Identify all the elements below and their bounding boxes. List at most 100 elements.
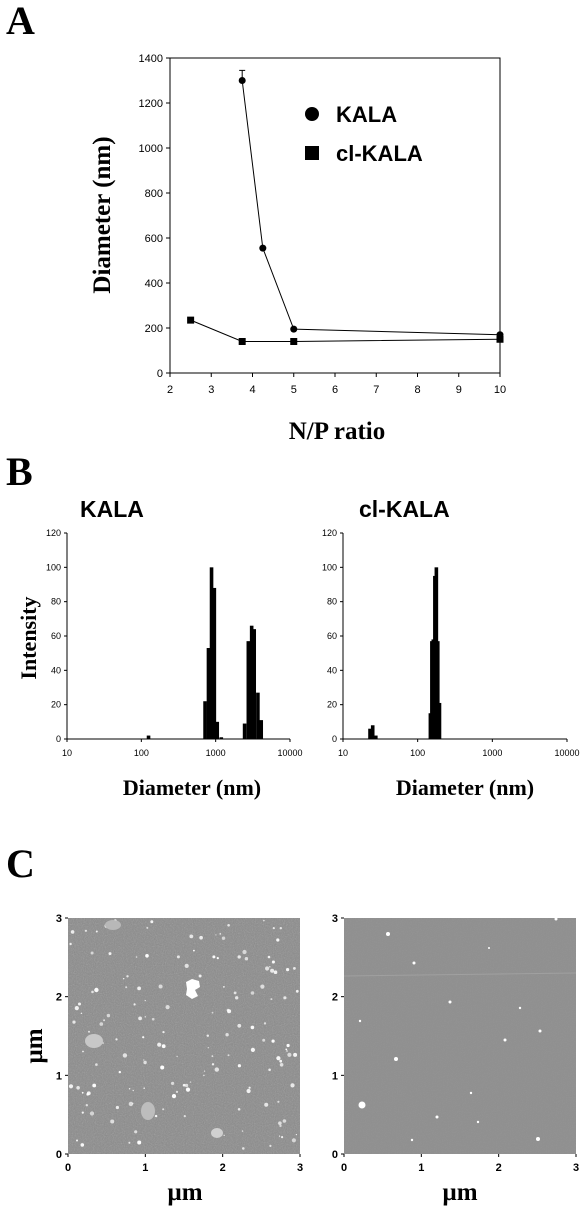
x-tick-label: 100 xyxy=(410,748,425,758)
y-tick-label: 3 xyxy=(332,913,338,925)
histogram-bar xyxy=(370,725,375,739)
afm-particle xyxy=(122,1053,128,1058)
afm-particle xyxy=(128,1101,134,1107)
legend-marker-kala xyxy=(305,107,319,121)
data-point xyxy=(290,338,298,345)
afm-particle xyxy=(235,996,239,1000)
y-tick-label: 3 xyxy=(56,913,62,925)
afm-particle xyxy=(144,1016,147,1018)
afm-particle xyxy=(80,1012,83,1014)
afm-particle xyxy=(219,933,222,935)
afm-particle xyxy=(86,1093,89,1096)
x-axis-title: Diameter (nm) xyxy=(123,775,261,800)
afm-particle xyxy=(175,1090,179,1093)
afm-particle xyxy=(144,999,146,1002)
afm-particle xyxy=(269,1144,272,1147)
afm-particle xyxy=(199,935,203,940)
legend: KALA cl-KALA xyxy=(305,102,423,166)
y-tick-label: 120 xyxy=(322,528,337,538)
afm-particle xyxy=(165,1005,170,1010)
afm-particle xyxy=(162,1031,165,1034)
afm-particle xyxy=(226,1008,230,1012)
afm-particle xyxy=(211,1011,214,1014)
histogram-bar xyxy=(252,629,257,739)
afm-particle xyxy=(94,987,99,993)
afm-particle xyxy=(68,1084,74,1089)
afm-particle xyxy=(184,963,189,969)
afm-particle xyxy=(123,978,125,980)
afm-particle xyxy=(211,1063,215,1066)
y-axis-title: Intensity xyxy=(16,596,41,679)
afm-particle xyxy=(221,936,226,940)
y-tick-label: 400 xyxy=(145,278,163,290)
y-axis-ticks: 0 200 400 600 800 1000 1200 1400 xyxy=(139,53,170,380)
y-axis-ticks: 0 20 40 60 80 100 120 xyxy=(46,528,67,744)
afm-particle xyxy=(151,1017,155,1021)
x-axis-ticks: 10 100 1000 10000 xyxy=(62,739,303,758)
afm-particle xyxy=(283,996,287,1000)
afm-particle xyxy=(70,930,75,934)
afm-particle xyxy=(76,1086,80,1090)
afm-particle xyxy=(242,1147,245,1150)
afm-particle xyxy=(146,926,149,929)
afm-particle xyxy=(132,1089,134,1092)
x-tick-label: 10 xyxy=(62,748,72,758)
afm-particle xyxy=(142,1036,145,1039)
histogram-bar xyxy=(215,721,220,739)
afm-particle xyxy=(132,1102,134,1104)
histogram-bar xyxy=(374,735,378,739)
y-tick-label: 100 xyxy=(322,562,337,572)
histogram-title: cl-KALA xyxy=(359,496,450,522)
afm-particle xyxy=(263,919,265,922)
legend-label-kala: KALA xyxy=(336,102,397,127)
afm-particle xyxy=(286,968,290,972)
afm-particle xyxy=(237,1023,242,1028)
panel-label-b: B xyxy=(6,449,33,494)
y-tick-label: 2 xyxy=(56,992,62,1004)
afm-particle xyxy=(118,1070,122,1074)
afm-particle xyxy=(295,1134,297,1136)
afm-particle xyxy=(110,1119,115,1124)
afm-particle xyxy=(90,951,94,955)
afm-particle xyxy=(278,1135,281,1137)
afm-particles xyxy=(68,919,299,1150)
x-tick-label: 10000 xyxy=(277,748,302,758)
afm-particle xyxy=(241,1130,244,1132)
afm-particle xyxy=(250,1025,255,1030)
afm-aggregate xyxy=(211,1128,223,1138)
y-axis-title: Diameter (nm) xyxy=(89,136,116,293)
x-tick-label: 3 xyxy=(297,1162,303,1174)
y-tick-label: 80 xyxy=(327,597,337,607)
y-tick-label: 20 xyxy=(327,700,337,710)
afm-particle xyxy=(78,1002,81,1006)
histogram-bar xyxy=(242,723,247,739)
afm-particle xyxy=(211,1055,214,1057)
afm-particle xyxy=(290,1083,295,1088)
afm-particle xyxy=(171,1081,175,1085)
afm-particle xyxy=(410,1138,414,1142)
y-tick-label: 800 xyxy=(145,188,163,200)
afm-particle xyxy=(286,1043,290,1048)
afm-particle xyxy=(269,966,271,968)
afm-particle xyxy=(176,1055,178,1058)
histogram-bar xyxy=(256,692,260,739)
afm-particle xyxy=(293,1052,298,1057)
afm-particle xyxy=(216,957,219,960)
afm-particle xyxy=(538,1029,542,1033)
y-tick-label: 1 xyxy=(332,1070,338,1082)
afm-particle xyxy=(276,938,280,942)
x-axis-title: Diameter (nm) xyxy=(396,775,534,800)
y-axis-ticks: 0 1 2 3 xyxy=(332,913,344,1161)
y-tick-label: 40 xyxy=(51,665,61,675)
x-tick-label: 10 xyxy=(338,748,348,758)
y-tick-label: 1000 xyxy=(139,143,163,155)
plot-frame xyxy=(169,57,501,374)
afm-particle xyxy=(278,1121,282,1125)
afm-texture xyxy=(68,918,300,1154)
afm-particle xyxy=(246,1088,251,1094)
y-tick-label: 600 xyxy=(145,233,163,245)
line-chart-panel-a: 0 200 400 600 800 1000 1200 1400 2 3 4 5 6 7 8 9 10 KAL… xyxy=(89,53,506,445)
x-tick-label: 1000 xyxy=(206,748,226,758)
afm-particle xyxy=(448,1000,452,1004)
afm-particle xyxy=(435,1115,439,1119)
